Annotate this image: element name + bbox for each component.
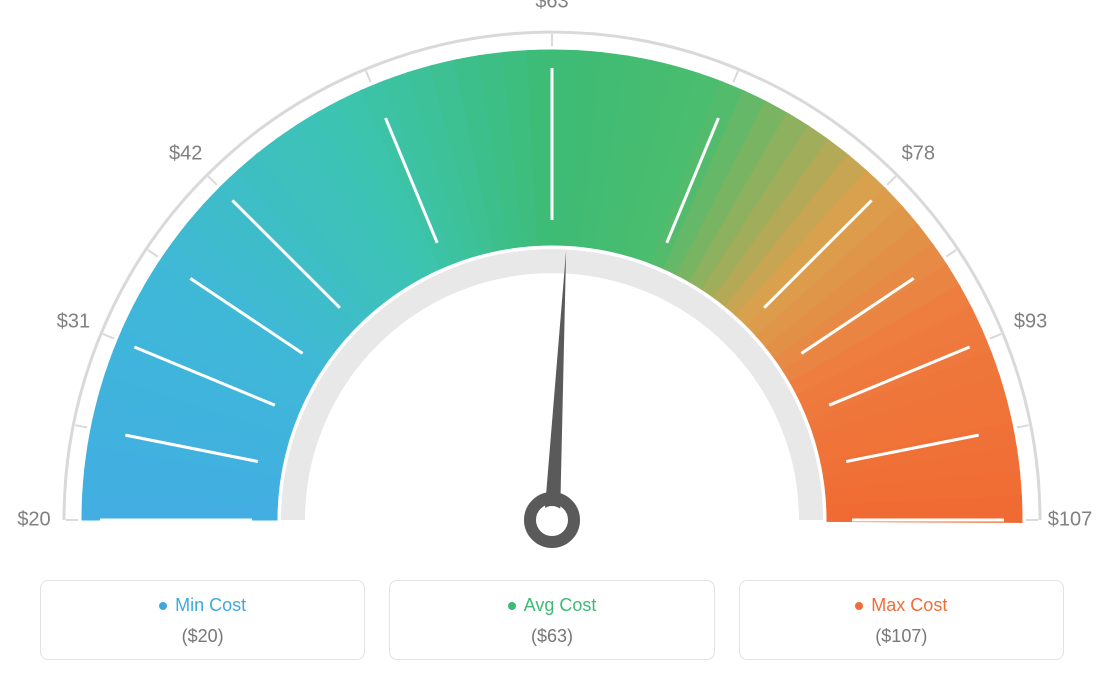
legend-title-max: Max Cost — [855, 595, 947, 616]
gauge-tick-label: $31 — [57, 310, 90, 333]
gauge-chart: $20 $31 $42 $63 $78 $93 $107 — [0, 0, 1104, 560]
legend-label-avg: Avg Cost — [524, 595, 597, 616]
legend-dot-avg — [508, 602, 516, 610]
legend-dot-max — [855, 602, 863, 610]
legend-title-avg: Avg Cost — [508, 595, 597, 616]
legend-label-min: Min Cost — [175, 595, 246, 616]
legend-value-avg: ($63) — [390, 626, 713, 647]
legend-card-avg: Avg Cost ($63) — [389, 580, 714, 660]
legend-card-max: Max Cost ($107) — [739, 580, 1064, 660]
legend-value-min: ($20) — [41, 626, 364, 647]
gauge-tick-label: $20 — [17, 509, 50, 532]
legend-label-max: Max Cost — [871, 595, 947, 616]
gauge-tick-label: $63 — [535, 0, 568, 14]
legend-value-max: ($107) — [740, 626, 1063, 647]
legend-title-min: Min Cost — [159, 595, 246, 616]
gauge-needle — [544, 250, 566, 520]
gauge-svg — [0, 0, 1104, 560]
gauge-tick-label: $78 — [902, 142, 935, 165]
gauge-tick-label: $93 — [1014, 310, 1047, 333]
gauge-tick-label: $42 — [169, 142, 202, 165]
legend-dot-min — [159, 602, 167, 610]
gauge-needle-hub-inner — [538, 506, 566, 534]
legend-row: Min Cost ($20) Avg Cost ($63) Max Cost (… — [40, 580, 1064, 660]
legend-card-min: Min Cost ($20) — [40, 580, 365, 660]
gauge-tick-label: $107 — [1048, 509, 1093, 532]
